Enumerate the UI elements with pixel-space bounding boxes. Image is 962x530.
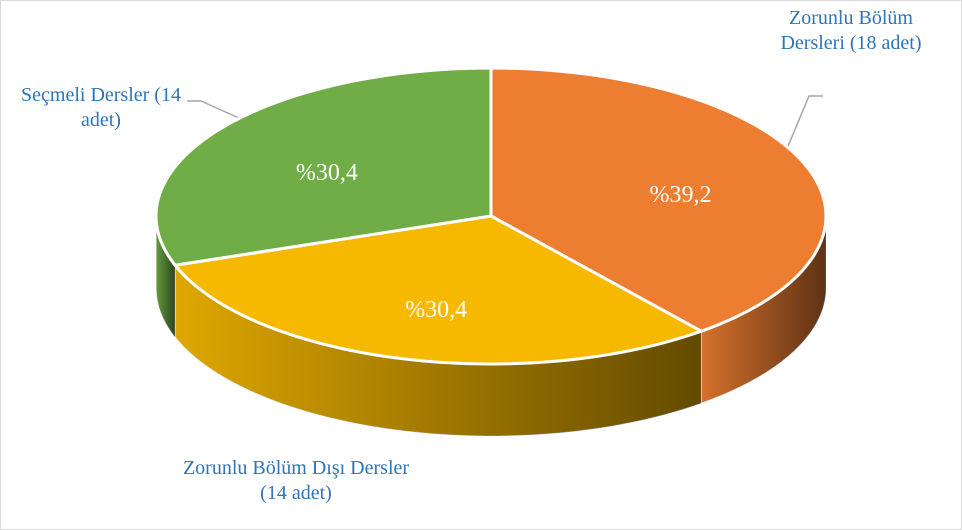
slice-side-shade xyxy=(175,265,702,436)
leader-line xyxy=(785,95,823,152)
slice xyxy=(489,66,828,333)
category-label: Zorunlu Bölüm Dışı Dersler (14 adet) xyxy=(182,457,410,504)
category-label: Zorunlu Bölüm Dersleri (18 adet) xyxy=(780,7,922,54)
data-label: %30,4 xyxy=(405,297,467,323)
slice xyxy=(154,66,493,267)
data-label: %30,4 xyxy=(296,160,358,186)
data-label: %39,2 xyxy=(650,182,712,208)
slice-side-shade xyxy=(156,216,176,338)
category-label: Seçmeli Dersler (14 adet) xyxy=(21,84,181,131)
slice-side-shade xyxy=(701,216,826,404)
slice xyxy=(172,214,705,366)
leader-line xyxy=(187,100,242,120)
